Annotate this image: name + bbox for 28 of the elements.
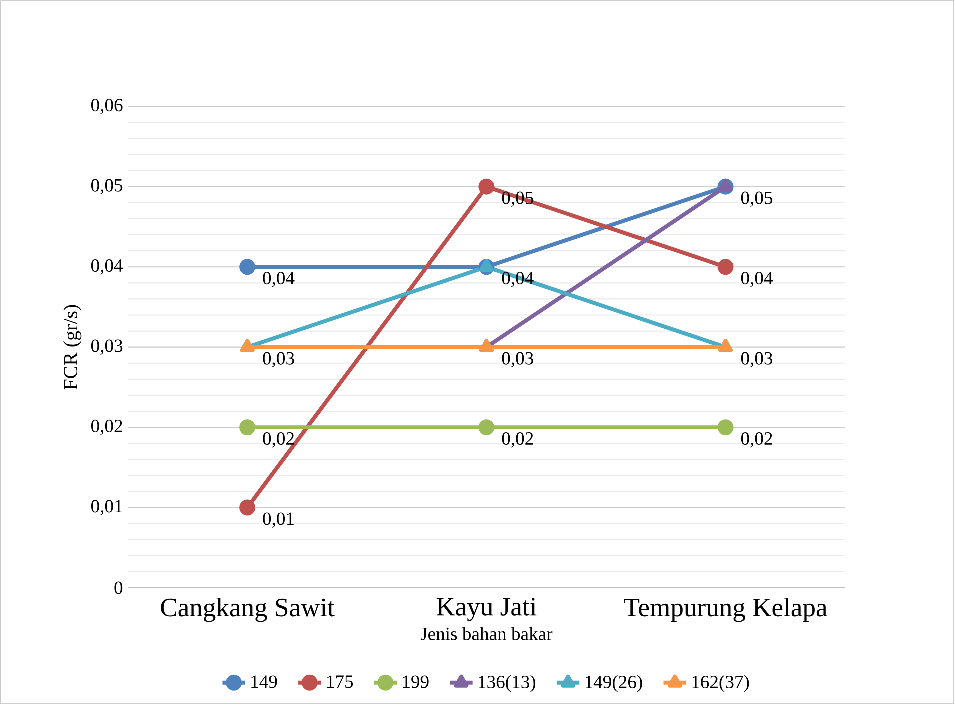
data-label: 0,03 <box>741 352 773 368</box>
legend-label: 199 <box>403 676 429 688</box>
x-tick-label: Kayu Jati <box>436 598 537 622</box>
y-axis-title: FCR (gr/s) <box>64 305 82 390</box>
data-label: 0,01 <box>263 512 294 528</box>
y-tick-label: 0,03 <box>91 340 123 355</box>
data-label: 0,04 <box>263 272 295 288</box>
y-tick-label: 0,04 <box>91 259 124 275</box>
data-label: 0,02 <box>263 432 294 448</box>
y-tick-label: 0 <box>114 582 123 594</box>
data-label: 0,05 <box>741 192 773 208</box>
y-tick-label: 0,02 <box>91 420 122 436</box>
data-label: 0,02 <box>502 432 534 448</box>
x-tick-label: Cangkang Sawit <box>161 598 335 622</box>
legend-label: 136(13) <box>479 675 536 692</box>
x-axis-title: Jenis bahan bakar <box>420 627 553 640</box>
y-tick-label: 0,06 <box>91 99 123 114</box>
data-label: 0,04 <box>741 272 773 288</box>
y-tick-label: 0,05 <box>91 179 123 194</box>
data-label: 0,02 <box>741 432 772 448</box>
y-tick-label: 0,01 <box>91 500 122 516</box>
legend-label: 162(37) <box>692 675 750 692</box>
x-tick-label: Tempurung Kelapa <box>624 598 828 622</box>
legend-label: 175 <box>327 676 354 688</box>
data-label: 0,03 <box>263 352 294 368</box>
legend-label: 149(26) <box>586 675 642 692</box>
data-label: 0,03 <box>502 352 534 368</box>
legend-label: 149 <box>252 676 278 688</box>
